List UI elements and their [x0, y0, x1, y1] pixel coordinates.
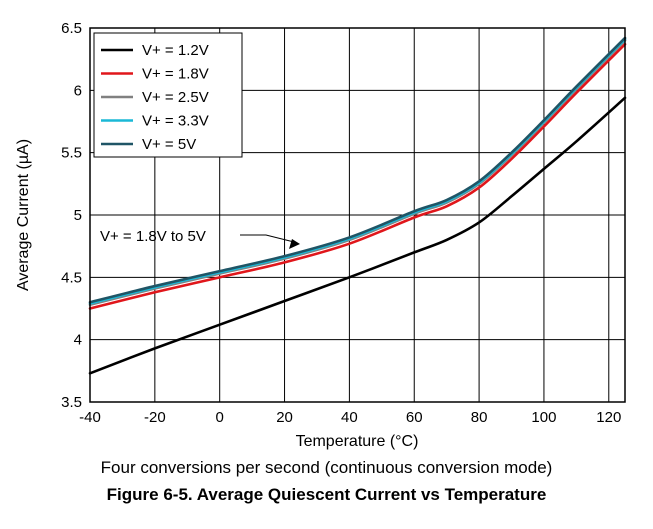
tick-labels: -40 -20 0 20 40 60 80 100 120 3.5 4 4.5 5 5.5 6 6.5 [61, 20, 621, 426]
legend-label: V+ = 1.8V [142, 66, 209, 83]
annotation-text: V+ = 1.8V to 5V [100, 228, 206, 245]
annotation-arrowhead [289, 239, 300, 249]
x-axis-title: Temperature (°C) [296, 433, 419, 450]
y-tick-label: 5.5 [61, 145, 82, 162]
x-tick-label: 100 [531, 409, 556, 426]
y-tick-label: 5 [74, 207, 82, 224]
annotation: V+ = 1.8V to 5V [100, 228, 300, 249]
x-tick-label: 60 [406, 409, 423, 426]
legend-label: V+ = 5V [142, 136, 196, 153]
x-tick-label: -20 [144, 409, 166, 426]
x-tick-label: 40 [341, 409, 358, 426]
legend: V+ = 1.2V V+ = 1.8V V+ = 2.5V V+ = 3.3V V+ =… [93, 32, 243, 158]
y-tick-label: 3.5 [61, 394, 82, 411]
series-lines [88, 36, 627, 375]
chart: -40 -20 0 20 40 60 80 100 120 3.5 4 4.5 5 5.5 6 6.5 Tem… [15, 20, 627, 450]
series-line-5 [88, 36, 627, 304]
x-tick-label: 20 [276, 409, 293, 426]
legend-label: V+ = 3.3V [142, 113, 209, 130]
y-tick-label: 4 [74, 332, 82, 349]
legend-label: V+ = 1.2V [142, 42, 209, 59]
y-tick-label: 6.5 [61, 20, 82, 37]
annotation-leader [240, 234, 295, 243]
legend-box [93, 32, 243, 158]
series-line-1 [88, 96, 627, 375]
legend-label: V+ = 2.5V [142, 89, 209, 106]
figure-title: Figure 6-5. Average Quiescent Current vs… [106, 485, 547, 504]
y-tick-label: 4.5 [61, 269, 82, 286]
x-tick-label: -40 [79, 409, 101, 426]
y-tick-label: 6 [74, 82, 82, 99]
figure-note: Four conversions per second (continuous … [100, 458, 553, 477]
x-tick-label: 80 [471, 409, 488, 426]
plot-frame [89, 27, 626, 403]
x-tick-label: 0 [216, 409, 224, 426]
series-line-2 [88, 42, 627, 310]
x-tick-label: 120 [596, 409, 621, 426]
y-axis-title: Average Current (µA) [15, 139, 32, 291]
